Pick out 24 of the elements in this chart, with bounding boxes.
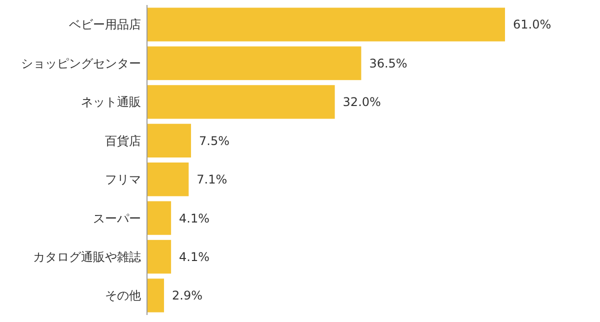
- data-label: 4.1%: [179, 211, 210, 226]
- bar: [147, 201, 172, 235]
- data-label: 4.1%: [179, 250, 210, 264]
- data-label: 2.9%: [172, 288, 203, 303]
- data-label: 32.0%: [342, 95, 381, 110]
- bar: [147, 85, 335, 119]
- bar: [147, 8, 505, 42]
- data-label: 61.0%: [513, 18, 552, 32]
- y-tick-label: 百貨店: [105, 134, 141, 148]
- y-tick-label: ベビー用品店: [69, 18, 141, 32]
- y-tick-label: ネット通販: [81, 95, 141, 110]
- data-label: 7.1%: [196, 172, 228, 187]
- bar: [147, 124, 192, 158]
- data-label: 36.5%: [369, 56, 408, 70]
- bar: [147, 278, 164, 312]
- y-tick-label: フリマ: [105, 172, 141, 187]
- data-label: 7.5%: [199, 134, 230, 148]
- bar: [147, 240, 172, 274]
- y-tick-label: カタログ通販や雑誌: [33, 250, 141, 264]
- y-tick-label: スーパー: [93, 211, 141, 226]
- bar: [147, 46, 362, 80]
- y-tick-label: ショッピングセンター: [21, 56, 141, 70]
- y-tick-label: その他: [105, 288, 141, 303]
- bar: [147, 162, 189, 196]
